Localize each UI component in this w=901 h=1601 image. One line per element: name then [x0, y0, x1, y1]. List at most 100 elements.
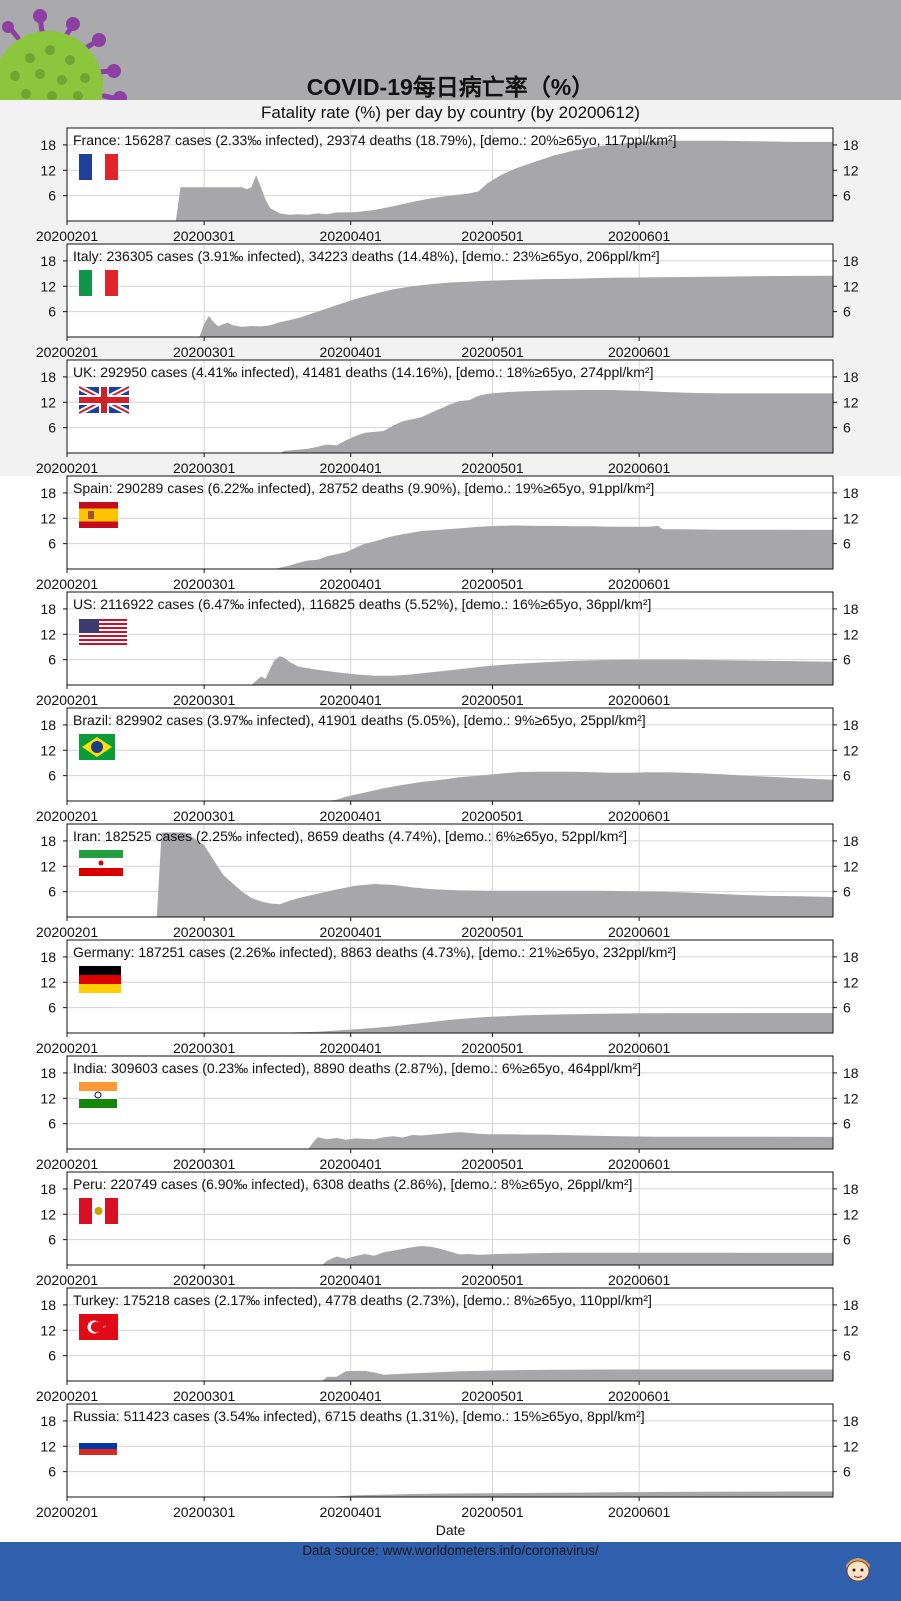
y-tick-label-right: 18: [843, 601, 859, 617]
panel-russia: 6 6 12 12 18 18 20200201 20200301 20200401 202005…: [36, 1403, 859, 1520]
y-tick-label-right: 18: [843, 137, 859, 153]
panel-label-us: US: 2116922 cases (6.47‰ infected), 1168…: [73, 596, 651, 612]
y-tick-label: 18: [40, 601, 56, 617]
y-tick-label-right: 6: [843, 1348, 851, 1364]
y-tick-label-right: 12: [843, 278, 859, 294]
x-tick-label: 20200601: [608, 1156, 671, 1172]
y-tick-label-right: 12: [843, 394, 859, 410]
y-tick-label: 12: [40, 742, 56, 758]
x-tick-label: 20200501: [461, 576, 524, 592]
x-tick-label: 20200301: [173, 460, 236, 476]
x-tick-label: 20200501: [461, 1504, 524, 1520]
series-area-iran: [156, 832, 833, 917]
y-tick-label-right: 12: [843, 974, 859, 990]
plot-frame: [66, 823, 834, 918]
plot-frame: [66, 1171, 834, 1266]
x-tick-label: 20200601: [608, 692, 671, 708]
x-tick-label: 20200201: [36, 1272, 99, 1288]
peru-flag-icon: [79, 1198, 118, 1224]
series-area-uk: [279, 390, 833, 453]
x-tick-label: 20200401: [320, 344, 383, 360]
x-tick-label: 20200301: [173, 1388, 236, 1404]
x-tick-label: 20200201: [36, 692, 99, 708]
y-tick-label-right: 12: [843, 1438, 859, 1454]
x-tick-label: 20200501: [461, 1156, 524, 1172]
y-tick-label: 6: [48, 536, 56, 552]
y-tick-label: 18: [40, 1297, 56, 1313]
panel-label-italy: Italy: 236305 cases (3.91‰ infected), 34…: [73, 248, 660, 264]
y-tick-label-right: 6: [843, 1232, 851, 1248]
x-tick-label: 20200201: [36, 808, 99, 824]
y-tick-label-right: 6: [843, 1000, 851, 1016]
x-tick-label: 20200501: [461, 228, 524, 244]
x-tick-label: 20200501: [461, 1272, 524, 1288]
panel-label-iran: Iran: 182525 cases (2.25‰ infected), 865…: [73, 828, 627, 844]
x-tick-label: 20200501: [461, 1388, 524, 1404]
y-tick-label: 6: [48, 652, 56, 668]
x-tick-label: 20200201: [36, 344, 99, 360]
x-tick-label: 20200401: [320, 924, 383, 940]
panel-label-spain: Spain: 290289 cases (6.22‰ infected), 28…: [73, 480, 654, 496]
x-tick-label: 20200401: [320, 1388, 383, 1404]
x-tick-label: 20200201: [36, 1504, 99, 1520]
y-tick-label: 18: [40, 1181, 56, 1197]
y-tick-label-right: 12: [843, 510, 859, 526]
y-tick-label-right: 12: [843, 858, 859, 874]
panel-turkey: 6 6 12 12 18 18 20200201 20200301 20200401 202005…: [36, 1287, 859, 1404]
x-tick-label: 20200301: [173, 344, 236, 360]
x-tick-label: 20200601: [608, 1272, 671, 1288]
series-area-us: [251, 656, 833, 685]
germany-flag-icon: [79, 966, 121, 993]
y-tick-label: 18: [40, 1065, 56, 1081]
y-tick-label: 18: [40, 485, 56, 501]
y-tick-label-right: 12: [843, 1322, 859, 1338]
panel-label-uk: UK: 292950 cases (4.41‰ infected), 41481…: [73, 364, 653, 380]
y-tick-label: 6: [48, 1232, 56, 1248]
y-tick-label-right: 6: [843, 768, 851, 784]
series-area-india: [308, 1132, 833, 1149]
y-tick-label: 12: [40, 162, 56, 178]
x-tick-label: 20200401: [320, 692, 383, 708]
series-area-turkey: [322, 1369, 833, 1381]
x-tick-label: 20200301: [173, 1272, 236, 1288]
y-tick-label: 12: [40, 510, 56, 526]
plot-frame: [66, 939, 834, 1034]
y-tick-label-right: 18: [843, 369, 859, 385]
y-tick-label: 6: [48, 304, 56, 320]
y-tick-label: 6: [48, 768, 56, 784]
x-tick-label: 20200201: [36, 1388, 99, 1404]
turkey-flag-icon: [79, 1314, 118, 1340]
plot-frame: [66, 243, 834, 338]
spain-flag-icon: [79, 502, 118, 528]
y-tick-label-right: 6: [843, 1116, 851, 1132]
x-tick-label: 20200401: [320, 1272, 383, 1288]
coronavirus-icon: [0, 9, 127, 100]
y-tick-label-right: 18: [843, 1065, 859, 1081]
plot-frame: [66, 475, 834, 570]
x-tick-label: 20200401: [320, 1156, 383, 1172]
y-tick-label: 12: [40, 1090, 56, 1106]
y-tick-label: 18: [40, 833, 56, 849]
x-tick-label: 20200401: [320, 1040, 383, 1056]
x-tick-label: 20200601: [608, 1040, 671, 1056]
series-area-france: [175, 140, 833, 221]
y-tick-label: 12: [40, 974, 56, 990]
x-tick-label: 20200501: [461, 924, 524, 940]
y-tick-label-right: 6: [843, 304, 851, 320]
plot-frame: [66, 707, 834, 802]
series-area-italy: [199, 275, 833, 337]
y-tick-label-right: 12: [843, 742, 859, 758]
italy-flag-icon: [79, 270, 118, 296]
y-tick-label-right: 18: [843, 717, 859, 733]
x-tick-label: 20200301: [173, 924, 236, 940]
x-tick-label: 20200301: [173, 1040, 236, 1056]
india-flag-icon: [79, 1082, 117, 1108]
y-tick-label: 6: [48, 420, 56, 436]
y-tick-label-right: 12: [843, 162, 859, 178]
series-area-peru: [322, 1246, 833, 1265]
y-tick-label-right: 6: [843, 1464, 851, 1480]
data-source: Data source: www.worldometers.info/coron…: [302, 1543, 599, 1558]
plot-frame: [66, 1403, 834, 1498]
x-tick-label: 20200601: [608, 808, 671, 824]
panel-label-brazil: Brazil: 829902 cases (3.97‰ infected), 4…: [73, 712, 646, 728]
